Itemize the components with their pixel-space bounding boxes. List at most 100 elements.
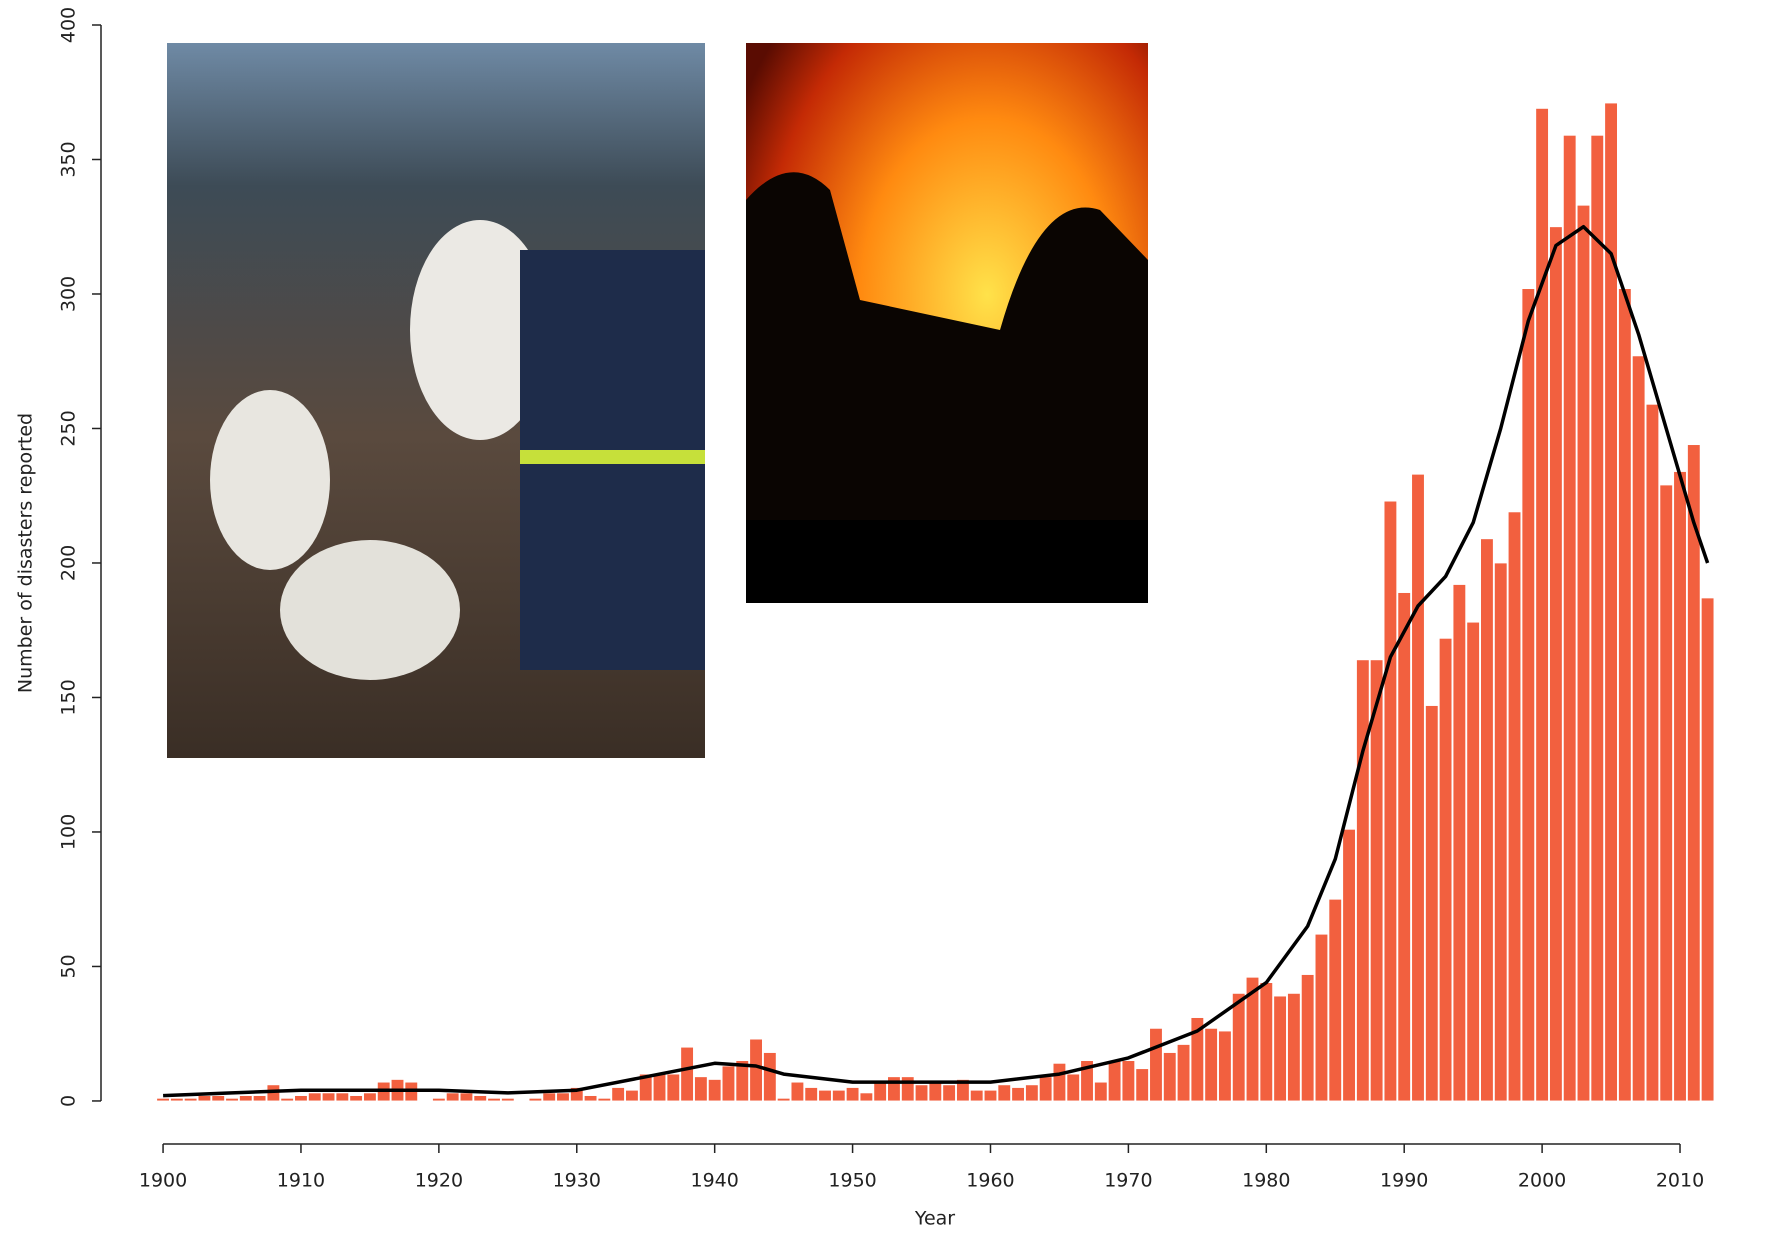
bar [322,1093,335,1101]
bar [281,1098,294,1101]
bar [1687,445,1700,1101]
x-tick-label: 2000 [1518,1170,1566,1192]
x-tick-label: 2010 [1656,1170,1704,1192]
bar [1522,289,1535,1101]
x-tick-label: 1960 [966,1170,1014,1192]
y-tick-label: 400 [58,7,80,43]
bar [984,1090,997,1101]
bar [874,1082,887,1101]
bar [446,1093,459,1101]
bar [1315,934,1328,1101]
bar [1053,1063,1066,1101]
bar [1453,585,1466,1101]
x-tick-label: 1920 [415,1170,463,1192]
bar [791,1082,804,1101]
bar [198,1096,211,1101]
x-axis-label: Year [914,1208,955,1230]
bar [1370,660,1383,1101]
bar [1163,1053,1176,1101]
bar [929,1082,942,1101]
y-tick-label: 0 [58,1095,80,1107]
bar [1398,593,1411,1101]
bar [1026,1085,1039,1101]
x-tick-label: 1930 [553,1170,601,1192]
y-tick-label: 250 [58,410,80,446]
bar [1577,205,1590,1101]
bar [474,1096,487,1101]
bar [295,1096,308,1101]
bar [1674,472,1687,1101]
bar [1012,1088,1025,1101]
bar [681,1047,694,1101]
x-tick-label: 1910 [277,1170,325,1192]
bar [1205,1028,1218,1101]
bar [1260,983,1273,1101]
bar [846,1088,859,1101]
bar [1439,638,1452,1101]
bar [308,1093,321,1101]
bar [433,1098,446,1101]
bar [1384,501,1397,1101]
photo-firefighters [746,43,1148,603]
bar [350,1096,363,1101]
bar [708,1079,721,1101]
bar [1591,135,1604,1101]
bar [1632,356,1645,1101]
bar [184,1098,197,1101]
bar [915,1085,928,1101]
bar [1550,227,1563,1101]
bar [157,1098,170,1101]
bar [253,1096,266,1101]
bar [1329,899,1342,1101]
bar [1494,563,1507,1101]
bar [1136,1069,1149,1101]
bar [1481,539,1494,1101]
bar [805,1088,818,1101]
bar [695,1077,708,1101]
bar [1288,993,1301,1101]
bar [501,1098,514,1101]
photo-oil-cleanup [167,43,705,758]
y-tick-label: 50 [58,954,80,978]
bar [488,1098,501,1101]
x-tick-label: 1970 [1104,1170,1152,1192]
bar [1108,1061,1121,1101]
bar [1646,404,1659,1101]
bar [1219,1031,1232,1101]
bar [543,1093,556,1101]
bar [336,1093,349,1101]
x-tick-label: 1900 [139,1170,187,1192]
bar [722,1066,735,1101]
bar [1343,829,1356,1101]
y-axis-label: Number of disasters reported [15,413,37,693]
bar [1301,975,1314,1101]
bar [1039,1077,1052,1101]
bar [1122,1061,1135,1101]
bar [1067,1074,1080,1101]
bar [943,1085,956,1101]
bar [1150,1028,1163,1101]
x-tick-label: 1940 [690,1170,738,1192]
x-tick-label: 1980 [1242,1170,1290,1192]
bar [1619,289,1632,1101]
y-tick-label: 200 [58,545,80,581]
bar [1356,660,1369,1101]
bar [460,1093,473,1101]
bar [777,1098,790,1101]
y-tick-label: 150 [58,679,80,715]
bar [832,1090,845,1101]
bar [819,1090,832,1101]
bar [226,1098,239,1101]
bar [1232,993,1245,1101]
bar [529,1098,542,1101]
bar [239,1096,252,1101]
bar [1094,1082,1107,1101]
chart: Year Number of disasters reported 050100… [0,0,1767,1234]
bar [667,1074,680,1101]
bar [653,1074,666,1101]
bar [364,1093,377,1101]
bar [1425,706,1438,1101]
bar [1467,622,1480,1101]
bar [1274,996,1287,1101]
bar [626,1090,639,1101]
